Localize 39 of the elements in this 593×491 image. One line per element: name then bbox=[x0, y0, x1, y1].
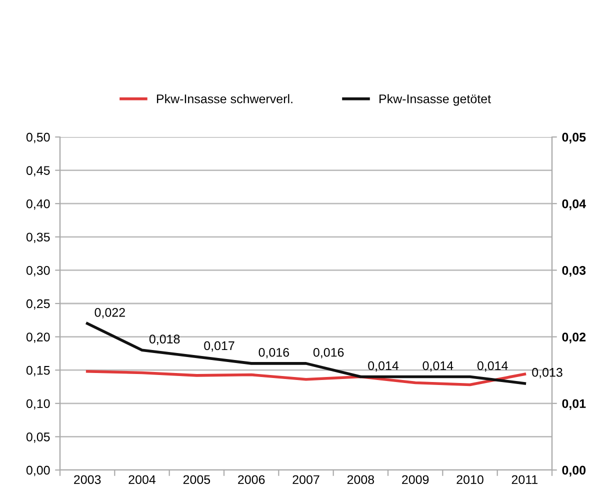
y-tick-label: 0,30 bbox=[26, 266, 50, 276]
legend-label: Pkw-Insasse getötet bbox=[380, 94, 491, 106]
data-label: 0,013 bbox=[532, 368, 562, 378]
y-tick-label: 0,20 bbox=[26, 332, 50, 343]
y2-tick-label: 0,00 bbox=[562, 466, 586, 476]
data-label: 0,018 bbox=[149, 334, 180, 345]
y2-tick-label: 0,02 bbox=[562, 332, 586, 344]
x-tick-label: 2010 bbox=[456, 475, 484, 484]
y2-tick-label: 0,05 bbox=[562, 132, 586, 144]
x-tick-label: 2008 bbox=[347, 475, 374, 484]
x-tick-label: 2004 bbox=[128, 475, 156, 484]
y-tick-label: 0,35 bbox=[26, 232, 50, 244]
y-tick-label: 0,05 bbox=[26, 432, 50, 443]
data-label: 0,014 bbox=[422, 361, 454, 372]
y-tick-label: 0,10 bbox=[26, 399, 50, 410]
y-tick-label: 0,45 bbox=[26, 166, 50, 176]
x-tick-label: 2009 bbox=[402, 475, 429, 484]
y-tick-label: 0,40 bbox=[26, 199, 50, 210]
y-tick-label: 0,00 bbox=[26, 466, 50, 476]
y-tick-label: 0,50 bbox=[26, 132, 50, 144]
y2-tick-label: 0,01 bbox=[562, 399, 586, 410]
x-tick-label: 2005 bbox=[183, 475, 210, 484]
legend-label: Pkw-Insasse schwerverl. bbox=[156, 94, 292, 104]
y2-tick-label: 0,03 bbox=[562, 266, 586, 277]
data-label: 0,014 bbox=[368, 361, 399, 372]
x-tick-label: 2007 bbox=[292, 475, 320, 484]
x-tick-label: 2006 bbox=[238, 475, 265, 484]
y-tick-label: 0,25 bbox=[26, 299, 50, 310]
y-tick-label: 0,15 bbox=[26, 366, 50, 376]
line-series bbox=[86, 370, 526, 386]
x-tick-label: 2011 bbox=[512, 475, 538, 484]
data-label: 0,022 bbox=[94, 308, 125, 318]
data-label: 0,016 bbox=[258, 348, 290, 358]
line-series bbox=[86, 322, 526, 385]
y2-tick-label: 0,04 bbox=[562, 199, 586, 210]
data-label: 0,016 bbox=[313, 348, 344, 358]
data-label: 0,017 bbox=[204, 341, 234, 352]
x-tick-label: 2003 bbox=[74, 475, 101, 484]
data-label: 0,014 bbox=[477, 361, 508, 372]
